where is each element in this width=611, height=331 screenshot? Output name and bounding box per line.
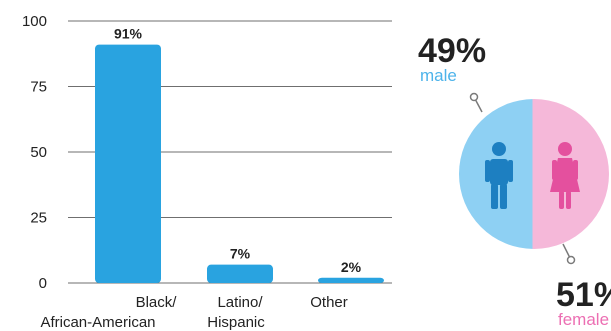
y-tick-label: 100 [22,13,47,30]
x-tick-label: Black/ [136,294,178,311]
data-label: 91% [114,26,143,42]
data-label: 2% [341,259,362,275]
bar [207,264,273,283]
bar [318,277,384,283]
x-tick-label: African-American [40,314,155,331]
male-percentage: 49% [418,32,487,70]
y-tick-label: 75 [30,79,47,96]
female-leader-dot [566,255,576,265]
male-label: male [420,66,457,85]
pie-slices [459,99,609,249]
female-icon-left-leg [559,191,564,209]
female-icon-dress [550,158,580,192]
x-tick-label: Latino/ [217,294,263,311]
male-icon-body [490,159,508,185]
female-icon-right-leg [566,191,571,209]
male-icon-right-arm [508,160,513,182]
bar [95,44,161,283]
female-icon-right-arm [573,160,578,180]
male-icon-head [492,142,506,156]
data-label: 7% [230,246,251,262]
female-icon-head [558,142,572,156]
female-percentage: 51% [556,276,611,314]
x-tick-label: Other [310,294,348,311]
male-leader-dot [469,92,479,102]
y-tick-label: 25 [30,210,47,227]
male-icon-left-leg [491,184,498,209]
x-tick-label: Hispanic [207,314,265,331]
male-person-icon [485,142,513,209]
female-icon-left-arm [552,160,557,180]
female-person-icon [550,142,580,209]
female-label: female [558,310,610,329]
male-icon-left-arm [485,160,490,182]
y-tick-label: 0 [39,275,47,292]
y-tick-label: 50 [30,144,47,161]
male-icon-right-leg [500,184,507,209]
